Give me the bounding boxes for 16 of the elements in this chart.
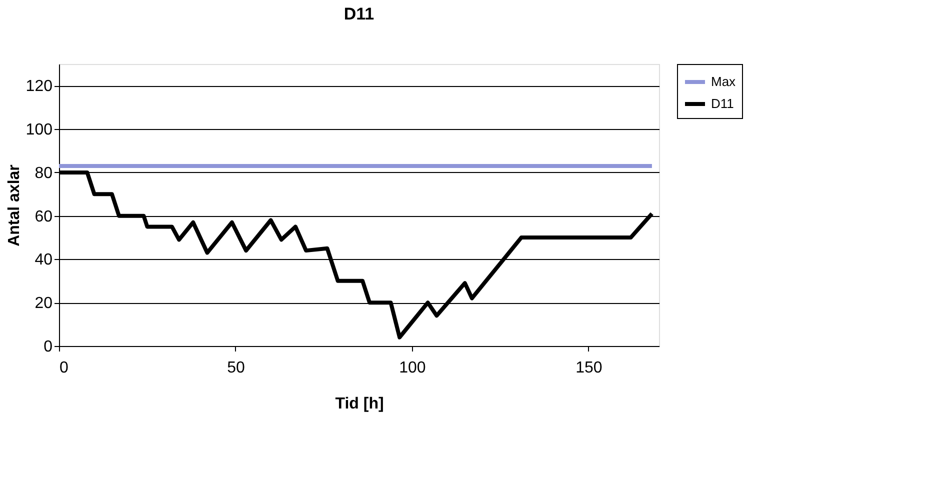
y-axis-title: Antal axlar: [6, 164, 23, 246]
legend-label: D11: [711, 96, 734, 111]
y-tick-label: 80: [34, 164, 53, 182]
x-tick-label: 0: [60, 360, 68, 376]
x-axis-title: Tid [h]: [335, 396, 384, 412]
legend-label: Max: [711, 74, 736, 89]
y-tick-label: 20: [34, 295, 53, 312]
x-tick-label: 150: [576, 360, 602, 376]
y-tick-label: 100: [26, 122, 53, 139]
y-tick-label: 60: [34, 208, 53, 226]
x-tick-label: 50: [227, 360, 245, 376]
y-tick-label: 0: [44, 338, 53, 356]
chart-title: D11: [344, 4, 374, 24]
y-tick-label: 120: [26, 78, 53, 96]
y-tick-label: 40: [34, 252, 53, 269]
x-tick-label: 100: [399, 360, 426, 376]
